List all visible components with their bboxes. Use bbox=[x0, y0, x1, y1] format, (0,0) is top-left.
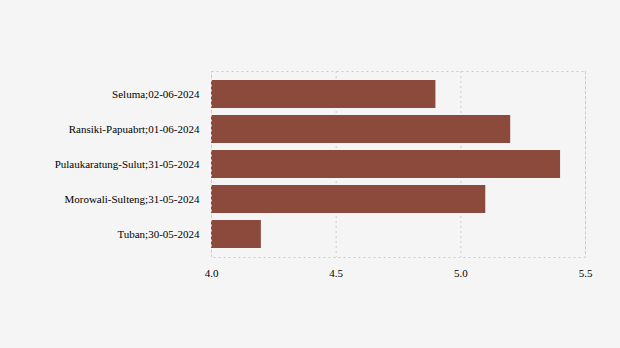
svg-text:4.5: 4.5 bbox=[329, 267, 343, 279]
svg-text:Seluma;02-06-2024: Seluma;02-06-2024 bbox=[112, 88, 200, 100]
svg-text:Pulaukaratung-Sulut;31-05-2024: Pulaukaratung-Sulut;31-05-2024 bbox=[55, 158, 200, 170]
svg-text:5.0: 5.0 bbox=[454, 267, 468, 279]
svg-text:Tuban;30-05-2024: Tuban;30-05-2024 bbox=[117, 228, 200, 240]
svg-text:Ransiki-Papuabrt;01-06-2024: Ransiki-Papuabrt;01-06-2024 bbox=[69, 123, 200, 135]
svg-text:4.0: 4.0 bbox=[205, 267, 219, 279]
svg-text:5.5: 5.5 bbox=[579, 267, 593, 279]
svg-text:Morowali-Sulteng;31-05-2024: Morowali-Sulteng;31-05-2024 bbox=[64, 193, 200, 205]
